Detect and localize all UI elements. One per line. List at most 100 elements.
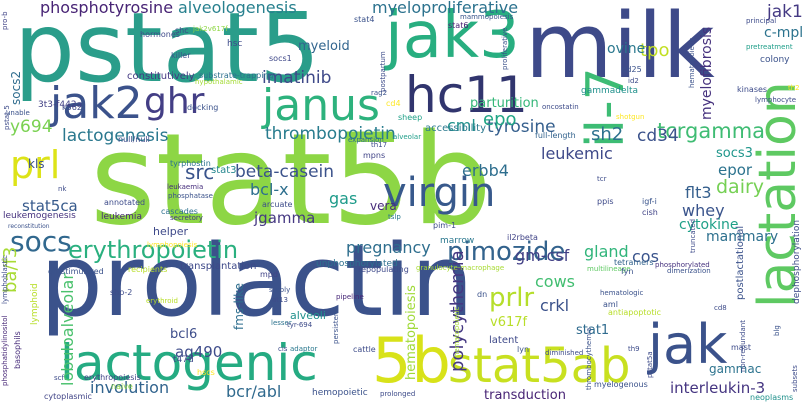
word-prolonged: prolonged [380,390,416,398]
word-lactogenesis: lactogenesis [62,126,169,146]
word-phosphorylated: phosphorylated [655,261,710,269]
word-hormones: hormones [140,30,180,39]
word-vera: vera [370,199,397,213]
word-myeloid: myeloid [298,39,350,54]
word-subsets: subsets [791,365,799,392]
word-flt3: flt3 [685,183,712,202]
word-lymphopoiesis: lymphopoiesis [147,241,198,249]
word-virgin: virgin [383,170,496,216]
word-jgamma: jgamma [254,209,316,227]
word-dairy: dairy [716,176,765,198]
word-phosphotyrosine: phosphotyrosine [40,0,174,17]
word-jak1: jak1 [767,2,803,22]
word-antiapoptotic: antiapoptotic [608,308,662,317]
word-basophils: basophils [13,331,22,369]
word-leukemia: leukemia [101,212,142,222]
word-jak2v617f: jak2v617f [193,25,228,33]
word-full-length: full-length [535,131,576,140]
word-gammac: gammac [709,362,762,376]
word-hematopoietic-top: hematopoietic [688,37,696,88]
word-bcr-abl: bcr/abl [226,382,282,401]
word-hypothalamic: hypothalamic [195,78,243,86]
word-t47d: t47d [173,355,194,365]
word-mast: mast [731,343,751,352]
word-ghr: ghr [144,81,205,122]
word-stat1: stat1 [576,323,610,338]
word-cascades: cascades [161,207,198,216]
word-annotated: annotated [104,198,146,207]
word-cytoplasmic: cytoplasmic [44,392,92,401]
word-alveoli: alveoli [290,309,326,322]
word-hscs: hscs [197,368,215,377]
word-cis: cis [278,345,288,353]
word-myelofibrosis: myelofibrosis [699,26,715,120]
word-il2rbeta: il2rbeta [507,233,538,242]
word-granulocyte-macrophage: granulocyte-macrophage [416,264,505,272]
word-prlr: prlr [489,283,535,313]
word-scf: scf [54,374,64,382]
word-milk: milk [525,0,715,99]
word-helper: helper [153,225,189,238]
word-whey: whey [682,201,725,220]
word-cd4: cd4 [386,99,401,108]
word-parturition: parturition [470,96,539,111]
word-v617f: v617f [490,315,528,330]
word-janus: janus [262,80,380,131]
word-epo: epo [483,109,517,130]
word-pretreatment: pretreatment [746,43,793,51]
word-stat5b: stat5b [90,106,492,253]
word-bcl-x: bcl-x [250,180,289,199]
word-adaptor: adaptor [290,345,318,353]
word-hematopoiesis: hematopoiesis [404,285,419,380]
word-dn: dn [477,290,488,299]
word-jak: jak [648,313,728,376]
word-lyn: lyn [517,345,530,354]
word-truncated: truncated [689,218,697,253]
word-tpo: tpo [640,40,670,61]
word-hematologic: hematologic [600,289,644,297]
word-jak2: jak2 [50,78,143,129]
word-cattle: cattle [353,345,376,354]
word-mpd: mpd [260,270,278,279]
word-kls: kls [28,157,45,171]
word-dephosphorylation: dephosphorylation [792,219,802,304]
word-stat3: stat3 [211,165,237,176]
word-th9: th9 [628,345,640,353]
word-igf-i: igf-i [642,197,657,206]
word-lymphocyte: lymphocyte [755,96,797,104]
word-interleukin-3: interleukin-3 [670,379,766,397]
word-shc: shc [175,26,189,35]
word-pim-1: pim-1 [433,221,457,230]
word-myelogenous: myelogenous [594,380,648,389]
word-hc11: hc11 [405,66,528,124]
word-stat4: stat4 [354,15,375,24]
word-gm-csf: gm-csf [515,246,570,265]
word-pstat-5: pstat-5 [3,105,11,130]
word-expansion: expansion [348,136,384,144]
word-unphosphorylated: unphosphorylated [316,259,398,269]
word-src: src [185,160,215,184]
word-gh-stimulated: gh-stimulated [48,267,104,276]
word-fms-like: fms-like [232,282,246,330]
word-diminished: diminished [545,349,584,357]
word-tslp: tslp [388,213,401,221]
word-persistent: persistent [332,308,340,344]
word-socs: socs [10,225,72,258]
word-leukaemia: leukaemia [167,183,204,191]
word-socs3: socs3 [716,146,753,161]
word-cos: cos [632,247,659,266]
word-sheep: sheep [398,113,423,122]
word-leukemogenesis: leukemogenesis [3,211,76,221]
word-killer: killer [171,51,191,60]
word-postlactational: postlactational [735,225,746,300]
word-reconstitution: reconstitution [8,223,50,230]
word-alveologenesis: alveologenesis [178,0,297,17]
word-cd8: cd8 [714,304,727,312]
word-multilineage: multilineage [587,265,631,273]
word-involution: involution [90,378,170,397]
word-gas: gas [329,189,358,208]
word-repopulating: repopulating [358,265,409,274]
word-rag2: rag2 [371,89,388,97]
word-k562: k562 [62,103,82,112]
word-cows: cows [535,272,576,291]
